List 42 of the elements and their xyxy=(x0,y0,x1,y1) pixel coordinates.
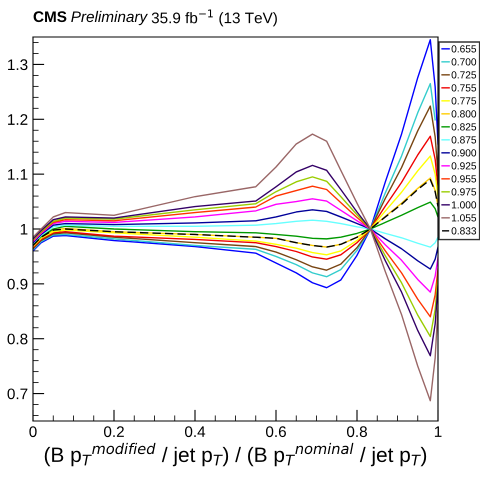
legend-label: 0.800 xyxy=(452,110,476,118)
x-tick-label: 0.8 xyxy=(346,426,367,438)
legend-label: 0.925 xyxy=(452,162,476,170)
line-series xyxy=(33,209,438,270)
text: (B p$_{T}$$^{modified}$ / jet p$_{T}$) / (B p$_{T}$$^{nominal}$ / jet p$_{T}$) xyxy=(44,442,426,466)
legend-label: 0.775 xyxy=(452,97,476,104)
legend-label: 0.875 xyxy=(452,136,476,144)
legend-label: 0.955 xyxy=(452,175,476,182)
legend-label: 0.725 xyxy=(452,71,476,78)
legend-label: 1.055 xyxy=(452,214,476,222)
chart-title: CMS Preliminary 35.9 fb$^{−1}$ (13 TeV) xyxy=(34,10,277,26)
line-series xyxy=(33,164,438,356)
line-series xyxy=(33,82,436,278)
x-tick-label: 0.6 xyxy=(266,426,286,438)
y-tick-label: 0.9 xyxy=(8,278,28,290)
line-series xyxy=(33,155,438,256)
y-tick-label: 0.8 xyxy=(8,334,28,344)
legend-label: 0.700 xyxy=(452,58,476,66)
legend-label: 0.655 xyxy=(452,45,476,52)
legend-label: 0.975 xyxy=(452,188,476,196)
legend-label: 0.825 xyxy=(452,123,476,130)
line-series xyxy=(33,198,438,293)
line-series xyxy=(33,220,438,248)
y-tick-label: 1.1 xyxy=(8,169,28,180)
line-series xyxy=(33,136,438,260)
legend-label: 0.833 xyxy=(452,227,476,234)
x-tick-label: 1 xyxy=(434,426,442,437)
legend-label: 0.900 xyxy=(452,149,476,156)
y-tick-label: 1.3 xyxy=(8,59,28,70)
x-tick-label: 0.4 xyxy=(184,426,206,438)
y-tick-label: 1.2 xyxy=(8,114,28,125)
legend-label: 1.000 xyxy=(452,201,476,208)
y-tick-label: 0.7 xyxy=(8,388,28,400)
line-series xyxy=(33,186,438,318)
y-tick-label: 1 xyxy=(20,224,28,235)
x-tick-label: 0.2 xyxy=(104,426,124,438)
line-series xyxy=(33,39,438,288)
line-series xyxy=(33,176,438,338)
line-series xyxy=(33,133,438,402)
legend-label: 0.755 xyxy=(452,84,476,92)
line-series xyxy=(33,105,438,271)
x-tick-label: 0 xyxy=(29,426,37,438)
